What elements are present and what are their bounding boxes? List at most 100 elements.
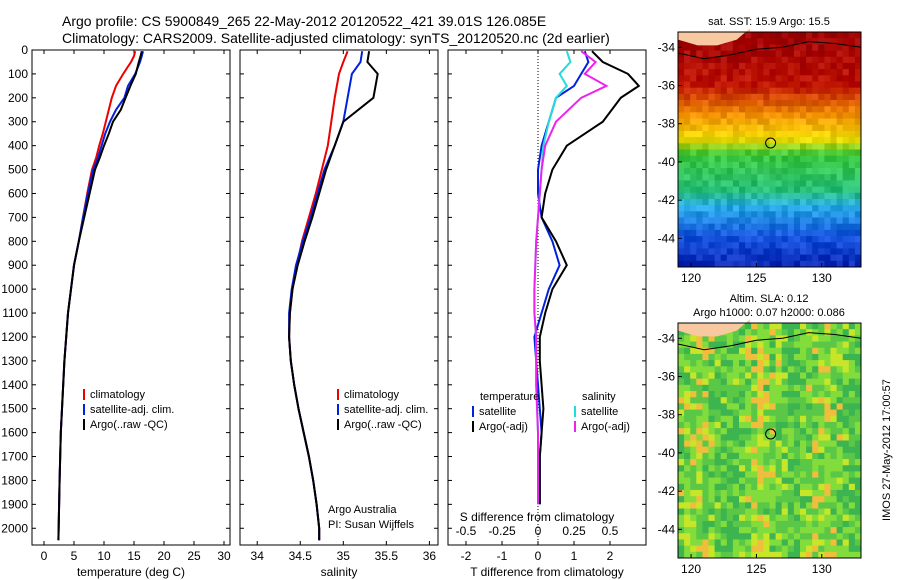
map-cell <box>842 198 850 206</box>
map-cell <box>769 254 776 262</box>
map-cell <box>720 155 728 163</box>
map-cell <box>739 205 746 212</box>
map-cell <box>726 155 734 163</box>
map-cell <box>836 452 844 460</box>
map-cell <box>836 329 844 336</box>
map-cell <box>696 198 703 206</box>
map-cell <box>739 236 746 243</box>
map-cell <box>775 87 783 95</box>
map-cell <box>836 533 844 540</box>
map-cell <box>690 527 697 534</box>
map-cell <box>775 539 783 547</box>
map-cell <box>690 229 697 237</box>
map-cell <box>781 81 789 89</box>
map-cell <box>769 217 776 225</box>
map-cell <box>739 459 746 466</box>
map-cell <box>812 415 819 423</box>
map-cell <box>720 533 728 540</box>
map-cell <box>714 217 722 225</box>
map-cell <box>714 335 722 342</box>
map-cell <box>702 483 709 491</box>
map-cell <box>842 421 850 429</box>
map-cell <box>806 421 813 429</box>
map-cell <box>824 260 831 268</box>
map-cell <box>781 137 789 144</box>
map-cell <box>757 223 764 231</box>
map-y-tick-label: -40 <box>658 155 676 169</box>
map-cell <box>690 360 697 367</box>
map-cell <box>708 217 715 225</box>
map-cell <box>763 360 770 367</box>
map-cell <box>708 452 715 460</box>
map-cell <box>702 143 709 150</box>
map-cell <box>678 155 685 163</box>
map-cell <box>830 551 837 559</box>
map-cell <box>720 180 728 187</box>
map-cell <box>824 545 831 553</box>
map-cell <box>793 211 801 218</box>
map-cell <box>696 360 703 367</box>
map-cell <box>745 100 752 107</box>
map-cell <box>696 415 703 423</box>
map-cell <box>739 112 746 119</box>
map-cell <box>787 62 795 70</box>
map-cell <box>690 347 697 355</box>
map-cell <box>751 520 758 528</box>
map-cell <box>854 353 862 361</box>
map-cell <box>842 32 850 39</box>
map-cell <box>842 428 850 435</box>
map-cell <box>793 168 801 175</box>
map-cell <box>781 93 789 101</box>
top-tick-label: 0.5 <box>602 524 619 538</box>
map-cell <box>726 335 734 342</box>
map-cell <box>763 533 770 540</box>
top-tick-label: 0 <box>535 524 542 538</box>
map-cell <box>690 217 697 225</box>
map-cell <box>745 353 752 361</box>
map-cell <box>854 198 862 206</box>
map-cell <box>818 149 825 157</box>
map-cell <box>787 205 795 212</box>
map-cell <box>720 106 728 113</box>
map-cell <box>842 502 850 509</box>
map-cell <box>793 471 801 478</box>
map-cell <box>818 366 825 373</box>
map-cell <box>787 409 795 417</box>
map-cell <box>793 149 801 157</box>
map-cell <box>769 260 776 268</box>
map-cell <box>763 56 770 64</box>
map-cell <box>702 496 709 503</box>
map-cell <box>824 192 831 200</box>
map-cell <box>787 50 795 58</box>
map-cell <box>696 87 703 95</box>
map-cell <box>714 44 722 51</box>
map-cell <box>793 229 801 237</box>
map-cell <box>708 87 715 95</box>
map-cell <box>763 81 770 89</box>
temperature-axes-box <box>31 49 231 546</box>
map-cell <box>745 211 752 218</box>
map-cell <box>745 161 752 169</box>
map-cell <box>732 112 740 119</box>
map-cell <box>848 335 856 342</box>
map-cell <box>830 198 837 206</box>
map-cell <box>745 446 752 454</box>
map-cell <box>763 106 770 113</box>
map-cell <box>848 242 856 249</box>
map-cell <box>836 459 844 466</box>
map-cell <box>806 323 813 330</box>
map-cell <box>806 223 813 231</box>
map-cell <box>751 38 758 45</box>
x-tick-label: 36 <box>423 549 437 563</box>
map-cell <box>690 545 697 553</box>
map-cell <box>739 260 746 268</box>
map-cell <box>757 384 764 392</box>
map-cell <box>714 502 722 509</box>
map-cell <box>854 93 862 101</box>
map-cell <box>781 489 789 497</box>
map-cell <box>781 44 789 51</box>
map-cell <box>781 391 789 398</box>
map-cell <box>775 459 783 466</box>
map-cell <box>726 50 734 58</box>
map-cell <box>824 69 831 76</box>
